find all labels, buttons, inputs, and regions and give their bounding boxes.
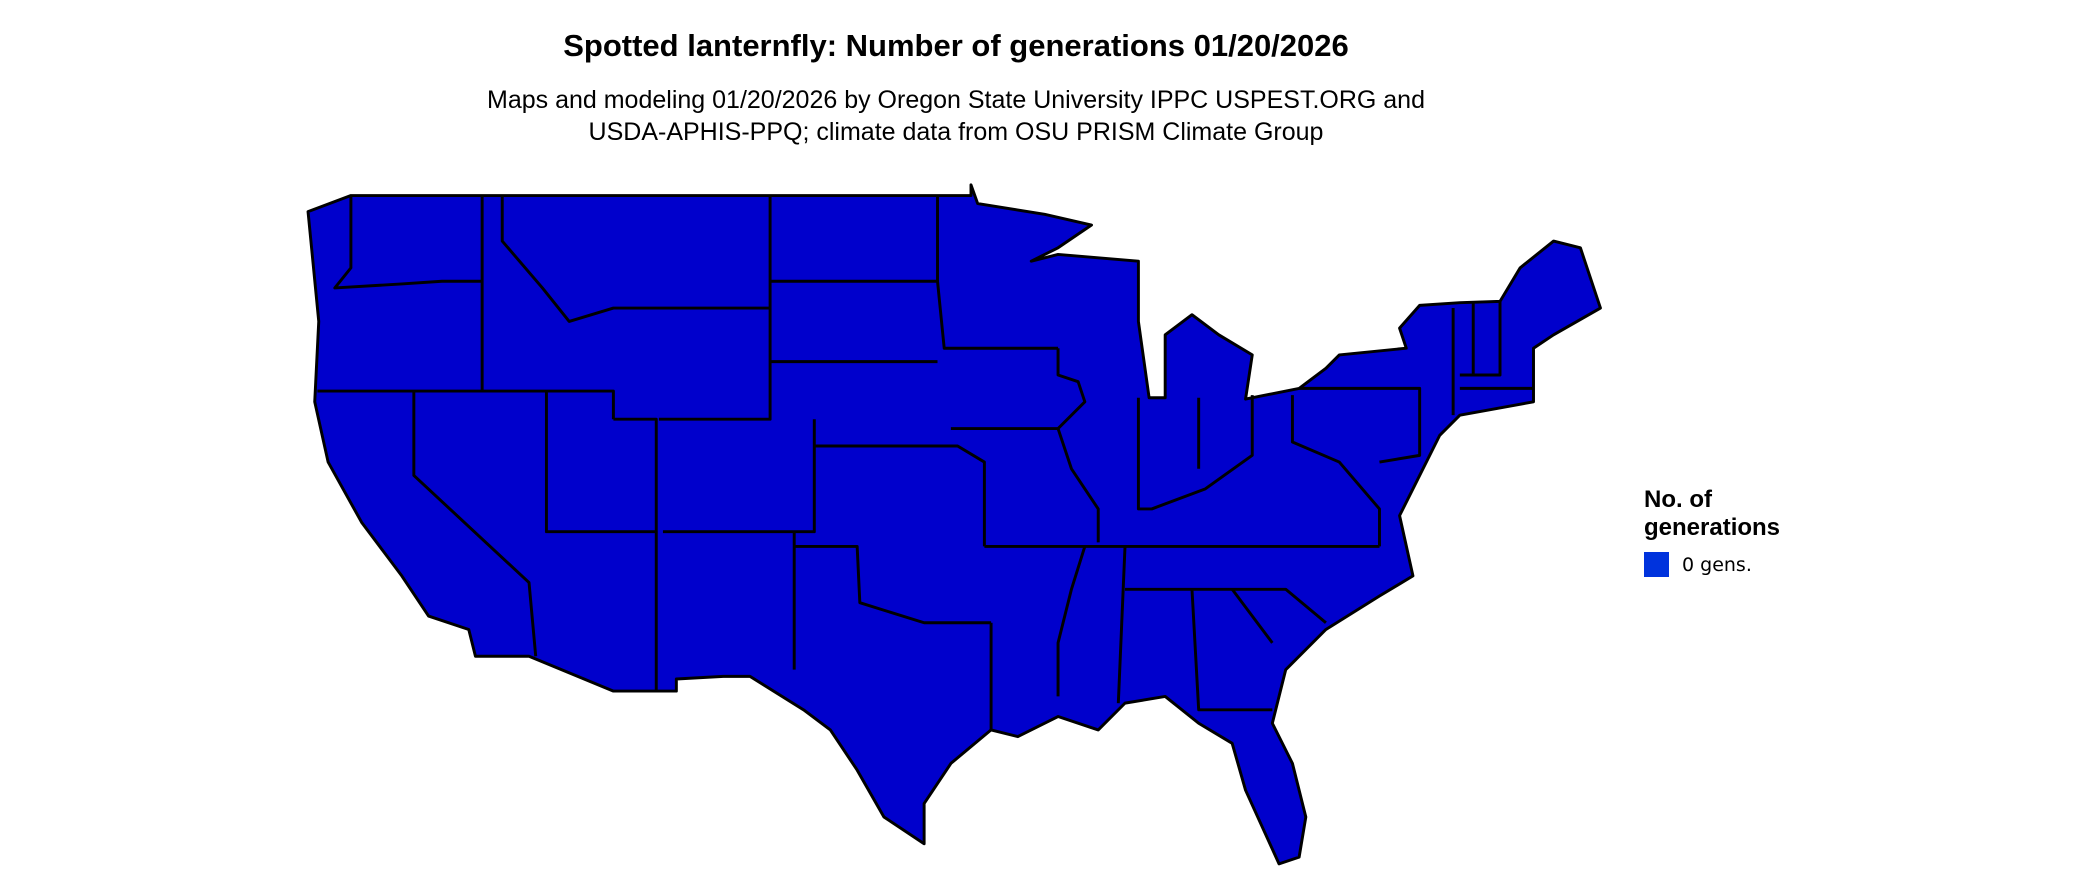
legend-item: 0 gens. xyxy=(1644,552,1844,577)
legend: No. of generations 0 gens. xyxy=(1644,486,1844,577)
legend-item-label: 0 gens. xyxy=(1682,553,1752,576)
conus-outline xyxy=(306,183,1602,866)
map-subtitle-line-1: Maps and modeling 01/20/2026 by Oregon S… xyxy=(487,86,1425,114)
legend-title: No. of generations xyxy=(1644,486,1781,541)
legend-swatch xyxy=(1644,552,1669,577)
map-title: Spotted lanternfly: Number of generation… xyxy=(563,28,1349,63)
map-subtitle-line-2: USDA-APHIS-PPQ; climate data from OSU PR… xyxy=(588,118,1324,146)
state-borders xyxy=(317,195,1534,730)
